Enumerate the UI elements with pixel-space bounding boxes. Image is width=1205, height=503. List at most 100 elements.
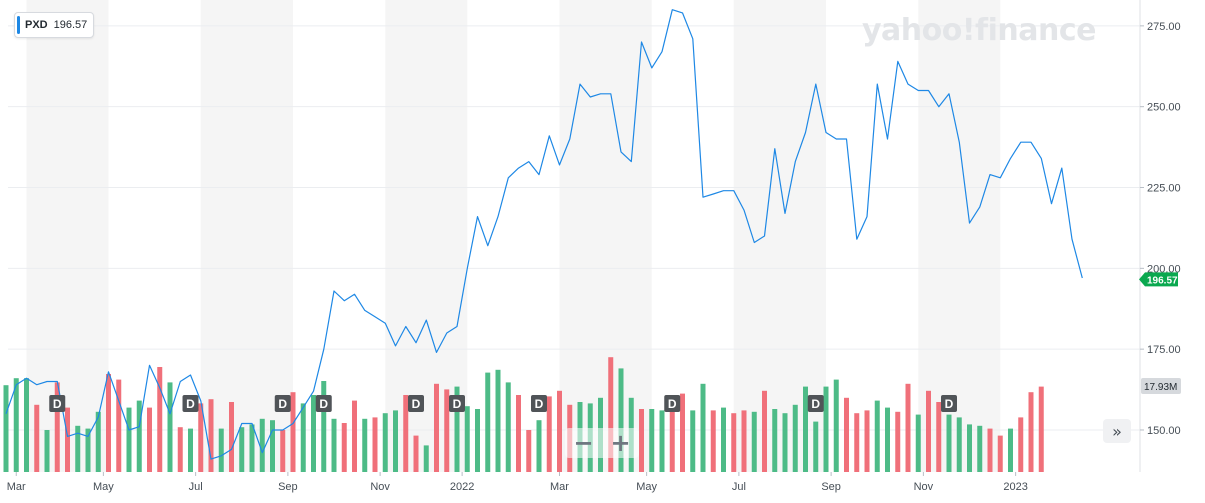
volume-bar bbox=[854, 413, 860, 472]
volume-bar bbox=[874, 400, 880, 472]
volume-bar bbox=[649, 409, 655, 472]
y-tick-label: 275.00 bbox=[1147, 21, 1181, 33]
x-tick-label: Mar bbox=[550, 481, 569, 493]
dividend-marker bbox=[941, 395, 957, 412]
volume-bar bbox=[218, 428, 224, 472]
dividend-marker bbox=[315, 395, 332, 412]
volume-bar bbox=[13, 378, 19, 472]
zoom-controls: − + bbox=[565, 428, 639, 458]
volume-bar bbox=[516, 395, 521, 472]
x-tick-label: Jul bbox=[189, 481, 203, 493]
ticker-symbol: PXD bbox=[25, 19, 48, 31]
volume-bar bbox=[608, 357, 614, 472]
volume-bar bbox=[967, 424, 972, 472]
zoom-in-button[interactable]: + bbox=[610, 429, 631, 457]
y-tick-label: 200.00 bbox=[1147, 263, 1181, 275]
volume-bar bbox=[434, 383, 439, 472]
x-tick-label: Sep bbox=[821, 481, 841, 493]
volume-bar bbox=[700, 383, 706, 472]
volume-bar bbox=[885, 407, 890, 472]
dividend-marker bbox=[49, 395, 66, 412]
dividend-label: D bbox=[453, 397, 462, 411]
last-volume-badge bbox=[1141, 378, 1181, 394]
volume-bar bbox=[85, 428, 91, 472]
volume-bar bbox=[300, 403, 306, 472]
volume-bar bbox=[772, 409, 778, 472]
volume-bar bbox=[321, 381, 327, 472]
volume-bar bbox=[444, 389, 450, 472]
month-band bbox=[733, 0, 826, 472]
volume-bar bbox=[352, 400, 357, 472]
volume-bar bbox=[505, 382, 511, 472]
volume-bar bbox=[813, 421, 819, 472]
volume-bar bbox=[536, 420, 542, 472]
dividend-marker bbox=[408, 395, 424, 412]
volume-bar bbox=[136, 400, 142, 472]
volume-bar bbox=[65, 407, 70, 472]
ticker-price: 196.57 bbox=[53, 19, 88, 31]
dividend-marker bbox=[531, 395, 547, 412]
x-tick-label: Jul bbox=[732, 481, 746, 493]
volume-bar bbox=[864, 410, 870, 472]
volume-bar bbox=[710, 410, 716, 472]
volume-bar bbox=[147, 407, 152, 472]
volume-bar bbox=[239, 427, 245, 472]
volume-bar bbox=[24, 378, 29, 472]
dividend-label: D bbox=[278, 397, 287, 411]
volume-bar bbox=[680, 393, 685, 472]
volume-bar bbox=[362, 418, 368, 472]
ticker-legend[interactable]: PXD 196.57 bbox=[14, 12, 95, 38]
volume-bar bbox=[208, 399, 214, 472]
dividend-label: D bbox=[186, 397, 195, 411]
volume-bar bbox=[905, 383, 911, 472]
volume-bar bbox=[167, 382, 173, 472]
volume-bar bbox=[249, 424, 255, 472]
x-tick-label: Sep bbox=[278, 481, 298, 493]
volume-bar bbox=[792, 404, 798, 472]
volume-bar bbox=[229, 402, 234, 472]
volume-bar bbox=[34, 404, 40, 472]
volume-bar bbox=[106, 374, 111, 472]
volume-bar bbox=[1028, 392, 1034, 472]
volume-bar bbox=[833, 379, 839, 472]
volume-bar bbox=[782, 413, 788, 472]
volume-bar bbox=[311, 395, 316, 472]
volume-bar bbox=[188, 428, 193, 472]
dividend-label: D bbox=[668, 397, 677, 411]
volume-bars bbox=[3, 357, 1044, 472]
volume-bar bbox=[690, 410, 696, 472]
x-tick-label: Nov bbox=[370, 481, 390, 493]
y-tick-label: 250.00 bbox=[1147, 102, 1181, 114]
volume-bar bbox=[546, 396, 552, 472]
price-line bbox=[5, 9, 1083, 460]
month-band bbox=[200, 0, 293, 472]
volume-bar bbox=[639, 409, 644, 472]
y-axis: 150.00 175.00 200.00 225.00 250.00 275.00 bbox=[1139, 0, 1181, 472]
volume-bar bbox=[259, 418, 265, 472]
dividend-label: D bbox=[945, 397, 954, 411]
last-price-label: 196.57 bbox=[1147, 275, 1178, 286]
dividend-marker bbox=[274, 395, 291, 412]
volume-bar bbox=[977, 425, 983, 472]
last-price-badge bbox=[1139, 272, 1178, 287]
volume-bar bbox=[1038, 386, 1044, 472]
volume-bar bbox=[413, 435, 419, 472]
volume-bar bbox=[721, 407, 726, 472]
volume-bar bbox=[290, 392, 296, 472]
zoom-out-button[interactable]: − bbox=[573, 429, 594, 457]
y-tick-label: 175.00 bbox=[1147, 344, 1181, 356]
volume-bar bbox=[126, 407, 132, 472]
volume-bar bbox=[731, 413, 737, 472]
x-tick-label: May bbox=[636, 481, 657, 493]
volume-bar bbox=[464, 406, 470, 472]
dividend-marker bbox=[807, 395, 824, 412]
volume-bar bbox=[741, 410, 747, 472]
volume-bar bbox=[936, 402, 942, 472]
scroll-forward-button[interactable]: » bbox=[1103, 419, 1131, 443]
volume-bar bbox=[75, 425, 81, 472]
volume-bar bbox=[95, 411, 101, 472]
ticker-color-bar bbox=[17, 16, 20, 34]
volume-bar bbox=[341, 423, 347, 472]
volume-bar bbox=[331, 418, 337, 472]
